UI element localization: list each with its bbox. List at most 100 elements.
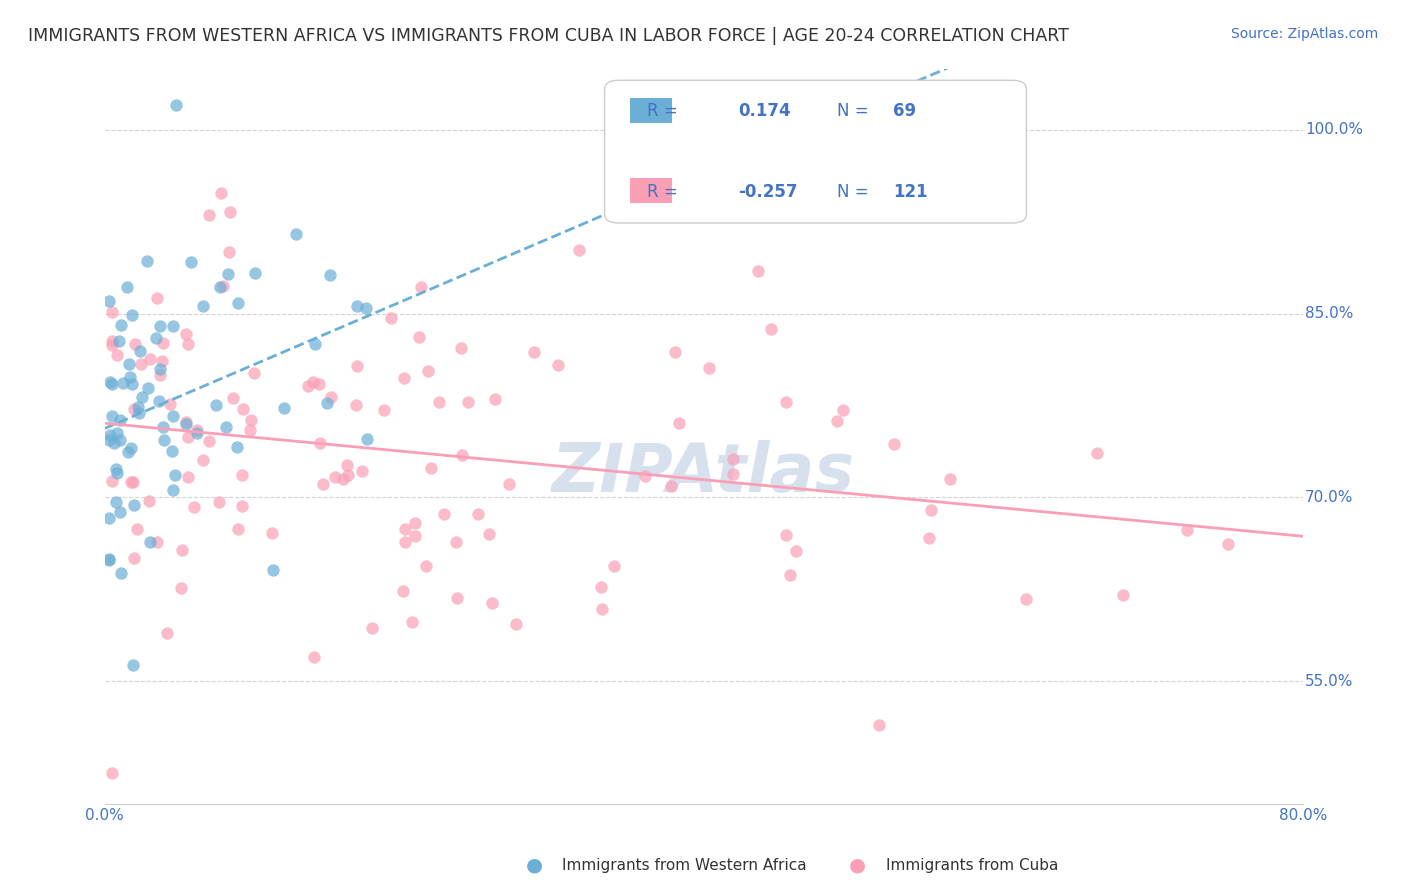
Point [354,301,377,316]
Point [104,495,127,509]
Point [243,366,266,380]
Text: 69: 69 [893,103,915,120]
Point [122,498,145,512]
Point [602,558,624,573]
Point [105,425,128,440]
Point [222,391,245,405]
Point [149,368,172,382]
Point [404,529,426,543]
Point [337,467,360,482]
Point [352,464,374,478]
Text: ●: ● [526,855,543,875]
Point [336,458,359,473]
Point [127,401,149,415]
Point [129,357,152,371]
Point [122,402,145,417]
Point [153,433,176,447]
Point [775,528,797,542]
Point [110,566,132,581]
Point [1085,446,1108,460]
Point [208,495,231,509]
Point [240,413,263,427]
Point [868,718,890,732]
Point [111,376,134,390]
Point [938,472,960,486]
Point [225,440,247,454]
Point [484,392,506,407]
Point [409,280,432,294]
Point [302,650,325,665]
Point [98,293,121,308]
Point [136,254,159,268]
Text: R =: R = [647,183,678,201]
Point [149,318,172,333]
Point [262,563,284,577]
Point [152,335,174,350]
Point [174,327,197,342]
Point [761,322,783,336]
Point [121,658,143,673]
Point [505,616,527,631]
Point [477,527,499,541]
Point [361,621,384,635]
Point [457,395,479,409]
Point [481,596,503,610]
Point [120,370,142,384]
Point [779,568,801,582]
Point [446,535,468,549]
Point [174,417,197,432]
Point [344,398,367,412]
Point [416,364,439,378]
Point [101,338,124,352]
Point [122,551,145,566]
Point [356,432,378,446]
Point [831,402,853,417]
Point [308,376,330,391]
Point [319,268,342,283]
Point [211,279,233,293]
Point [419,461,441,475]
Point [697,361,720,376]
Point [1175,523,1198,537]
Point [825,414,848,428]
Text: N =: N = [837,183,868,201]
Point [105,461,128,475]
Text: -0.257: -0.257 [738,183,797,201]
Text: 121: 121 [893,183,928,201]
Text: IMMIGRANTS FROM WESTERN AFRICA VS IMMIGRANTS FROM CUBA IN LABOR FORCE | AGE 20-2: IMMIGRANTS FROM WESTERN AFRICA VS IMMIGR… [28,27,1069,45]
Point [205,398,228,412]
Point [128,344,150,359]
Point [408,329,430,343]
Point [108,505,131,519]
Point [108,412,131,426]
Point [215,420,238,434]
Text: 85.0%: 85.0% [1305,306,1354,321]
Point [1216,537,1239,551]
Point [394,371,416,385]
Point [568,244,591,258]
Point [319,391,342,405]
Point [591,602,613,616]
Point [121,309,143,323]
Point [174,415,197,429]
Text: 0.174: 0.174 [738,103,790,120]
Point [433,507,456,521]
Point [312,476,335,491]
Point [498,477,520,491]
Text: R =: R = [647,103,678,120]
Text: 55.0%: 55.0% [1305,673,1354,689]
Point [165,98,187,112]
Point [170,543,193,558]
Point [394,534,416,549]
Point [159,397,181,411]
Point [100,375,122,389]
Point [125,523,148,537]
Point [415,558,437,573]
Point [304,337,326,351]
Point [1015,592,1038,607]
Point [163,467,186,482]
Point [920,503,942,517]
Point [302,376,325,390]
Point [775,394,797,409]
Point [231,499,253,513]
